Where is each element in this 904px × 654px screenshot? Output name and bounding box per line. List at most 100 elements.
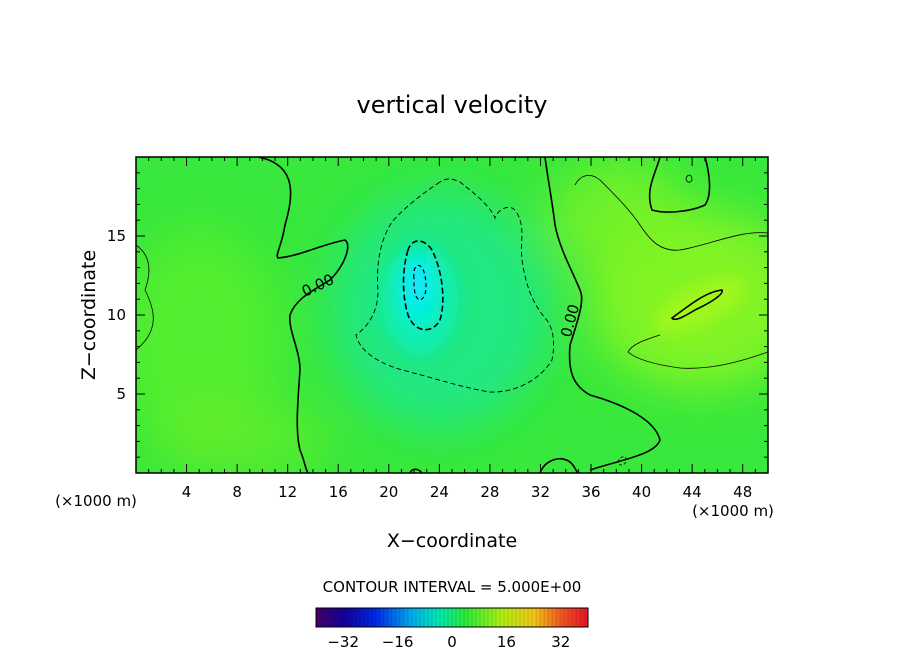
colorbar-swatch <box>372 608 377 627</box>
colorbar-swatch <box>392 608 397 627</box>
downdraft-core-shading <box>382 245 458 355</box>
x-tick-label: 44 <box>683 483 702 501</box>
positive-contour-right <box>627 334 768 369</box>
positive-contour-top-right <box>574 175 768 251</box>
colorbar-swatch <box>472 608 477 627</box>
colorbar-swatch <box>332 608 337 627</box>
colorbar-tick-label: −16 <box>382 633 414 651</box>
x-axis-label: X−coordinate <box>387 530 517 552</box>
colorbar-ticks: −32 −16 0 16 32 <box>327 633 570 651</box>
zero-contour-middle <box>544 157 661 471</box>
x-tick-label: 36 <box>581 483 600 501</box>
colorbar-swatch <box>480 608 485 627</box>
field-shading <box>136 160 768 473</box>
x-tick-label: 16 <box>329 483 348 501</box>
small-dashed-contour <box>617 456 627 466</box>
colorbar-swatch <box>336 608 341 627</box>
colorbar-swatch <box>484 608 489 627</box>
colorbar-swatch <box>404 608 409 627</box>
colorbar-tick-label: −32 <box>327 633 359 651</box>
colorbar-swatch <box>324 608 329 627</box>
colorbar-swatch <box>420 608 425 627</box>
negative-contour-core <box>413 264 427 301</box>
colorbar-swatch <box>344 608 349 627</box>
colorbar-swatch <box>576 608 581 627</box>
x-tick-label: 40 <box>632 483 651 501</box>
colorbar-swatch <box>432 608 437 627</box>
colorbar-swatch <box>452 608 457 627</box>
colorbar-frame <box>315 607 589 628</box>
colorbar-swatch <box>328 608 333 627</box>
y-tick-label: 5 <box>116 385 126 403</box>
positive-contour-left <box>136 244 154 351</box>
colorbar-swatch <box>524 608 529 627</box>
x-tick-label: 4 <box>182 483 192 501</box>
colorbar-swatch <box>516 608 521 627</box>
colorbar-swatch <box>360 608 365 627</box>
colorbar-swatch <box>384 608 389 627</box>
colorbar-swatch <box>504 608 509 627</box>
colorbar-swatch <box>548 608 553 627</box>
zero-contour-top-right <box>648 157 711 213</box>
colorbar-swatch <box>572 608 577 627</box>
colorbar-swatch <box>444 608 449 627</box>
zero-contour-small-bottom <box>409 468 423 473</box>
small-contour-top <box>685 174 693 183</box>
zero-contour-left <box>257 157 349 473</box>
colorbar-swatch <box>348 608 353 627</box>
x-tick-label: 8 <box>232 483 242 501</box>
x-axis-ticks: 4 8 12 16 20 24 28 32 36 40 44 48 <box>148 157 756 501</box>
negative-contour-outer <box>355 178 555 393</box>
colorbar-swatch <box>408 608 413 627</box>
colorbar-swatch <box>440 608 445 627</box>
x-tick-label: 24 <box>430 483 449 501</box>
colorbar-swatch <box>580 608 585 627</box>
y-axis-ticks: 5 10 15 <box>107 172 768 458</box>
x-tick-label: 28 <box>480 483 499 501</box>
x-unit-right: (×1000 m) <box>692 502 774 520</box>
colorbar-swatch <box>464 608 469 627</box>
colorbar-swatch <box>400 608 405 627</box>
plot-area: 0.00 0.00 <box>136 157 768 473</box>
colorbar-swatch <box>380 608 385 627</box>
colorbar-swatch <box>340 608 345 627</box>
colorbar-swatch <box>412 608 417 627</box>
contour-interval-label: CONTOUR INTERVAL = 5.000E+00 <box>323 578 582 596</box>
colorbar-swatch <box>508 608 513 627</box>
colorbar-swatch <box>424 608 429 627</box>
colorbar-swatch <box>456 608 461 627</box>
colorbar-swatch <box>564 608 569 627</box>
y-tick-label: 10 <box>107 306 126 324</box>
colorbar-swatch <box>368 608 373 627</box>
colorbar-swatch <box>520 608 525 627</box>
colorbar-swatch <box>552 608 557 627</box>
colorbar-swatch <box>356 608 361 627</box>
updraft-contour <box>670 289 723 321</box>
x-tick-label: 48 <box>733 483 752 501</box>
colorbar-swatch <box>388 608 393 627</box>
colorbar-swatch <box>500 608 505 627</box>
colorbar <box>315 608 589 627</box>
colorbar-swatch <box>460 608 465 627</box>
colorbar-swatch <box>512 608 517 627</box>
colorbar-swatch <box>532 608 537 627</box>
colorbar-swatch <box>560 608 565 627</box>
colorbar-swatch <box>416 608 421 627</box>
colorbar-swatch <box>352 608 357 627</box>
colorbar-swatch <box>396 608 401 627</box>
colorbar-swatch <box>584 608 589 627</box>
colorbar-swatch <box>540 608 545 627</box>
chart-title: vertical velocity <box>357 91 548 119</box>
contour-lines <box>136 157 768 473</box>
colorbar-tick-label: 16 <box>497 633 516 651</box>
colorbar-swatch <box>544 608 549 627</box>
colorbar-swatch <box>448 608 453 627</box>
negative-contour-inner <box>402 240 444 331</box>
zero-contour-bottom <box>539 458 579 473</box>
y-axis-label: Z−coordinate <box>78 250 100 380</box>
colorbar-swatch <box>536 608 541 627</box>
colorbar-swatch <box>528 608 533 627</box>
colorbar-swatch <box>436 608 441 627</box>
colorbar-swatch <box>476 608 481 627</box>
colorbar-swatch <box>496 608 501 627</box>
